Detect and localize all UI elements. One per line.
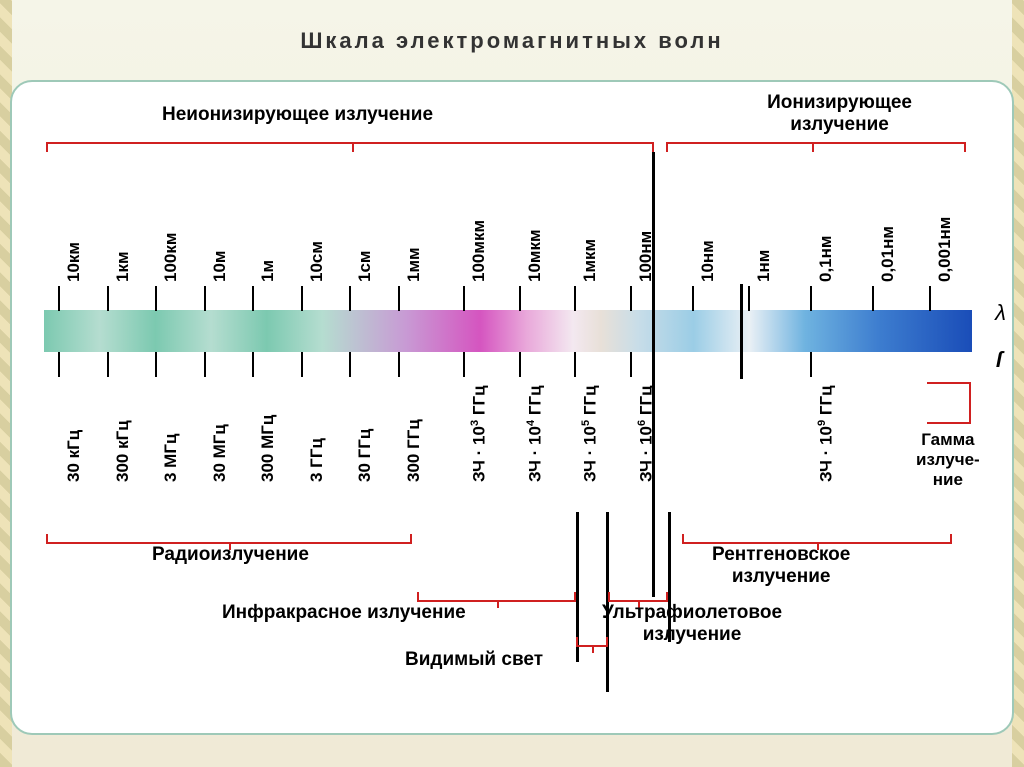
diagram-panel: Неионизирующее излучение Ионизирующее из… (10, 80, 1014, 735)
frequency-tick (252, 352, 254, 377)
region-label: Инфракрасное излучение (222, 602, 466, 624)
wavelength-label: 0,001нм (935, 217, 955, 282)
wavelength-tick (398, 286, 400, 311)
region-bracket (682, 534, 952, 544)
spectrum-bar (44, 310, 972, 352)
wavelength-label: 10мкм (525, 229, 545, 282)
wavelength-label: 1нм (754, 250, 774, 282)
gamma-label: Гамма излуче- ние (916, 430, 980, 490)
frequency-tick (301, 352, 303, 377)
region-label: Ультрафиолетовое излучение (602, 602, 782, 646)
frequency-tick (574, 352, 576, 377)
frequency-tick (810, 352, 812, 377)
wavelength-tick (58, 286, 60, 311)
wavelength-label: 100км (161, 233, 181, 282)
wavelength-label: 0,1нм (816, 236, 836, 282)
header-ionizing: Ионизирующее излучение (767, 92, 912, 136)
wavelength-tick (204, 286, 206, 311)
frequency-label: ЗЧ · 105 ГГц (580, 385, 601, 482)
frequency-tick (155, 352, 157, 377)
wavelength-label: 1мкм (580, 239, 600, 282)
wavelength-label: 10м (210, 251, 230, 283)
wavelength-tick (872, 286, 874, 311)
lambda-symbol: λ (995, 300, 1006, 326)
wavelength-label: 1м (258, 260, 278, 282)
frequency-label: ЗЧ · 109 ГГц (816, 385, 837, 482)
wavelength-tick (349, 286, 351, 311)
top-bracket (666, 142, 964, 154)
region-label: Рентгеновское излучение (712, 544, 850, 588)
wavelength-tick (463, 286, 465, 311)
region-bracket (46, 534, 412, 544)
frequency-label: ЗЧ · 103 ГГц (469, 385, 490, 482)
wavelength-tick (252, 286, 254, 311)
frequency-tick (107, 352, 109, 377)
frequency-label: 30 кГц (64, 430, 84, 482)
wavelength-label: 1мм (404, 247, 424, 282)
frequency-tick (204, 352, 206, 377)
wavelength-label: 100мкм (469, 220, 489, 282)
frequency-label: 300 ГГц (404, 419, 424, 482)
page-title: Шкала электромагнитных волн (0, 0, 1024, 54)
frequency-label: 300 МГц (258, 415, 278, 482)
frequency-label: 3 ГГц (307, 438, 327, 482)
wavelength-tick (519, 286, 521, 311)
wavelength-label: 1см (355, 251, 375, 283)
region-bracket (417, 592, 576, 602)
frequency-tick (630, 352, 632, 377)
wavelength-tick (301, 286, 303, 311)
frequency-symbol: ſ (996, 347, 1002, 373)
divider-line (740, 284, 743, 379)
frequency-tick (398, 352, 400, 377)
top-bracket (46, 142, 652, 154)
wavelength-tick (155, 286, 157, 311)
region-bracket (608, 592, 668, 602)
frequency-label: 30 ГГц (355, 429, 375, 482)
wavelength-label: 10км (64, 242, 84, 282)
region-label: Видимый свет (405, 649, 543, 671)
wavelength-tick (630, 286, 632, 311)
divider-line (652, 152, 655, 597)
frequency-label: 30 МГц (210, 424, 230, 482)
wavelength-tick (574, 286, 576, 311)
wavelength-tick (748, 286, 750, 311)
wavelength-label: 10см (307, 241, 327, 282)
wavelength-label: 1км (113, 251, 133, 282)
gamma-bracket (927, 382, 971, 424)
wavelength-tick (810, 286, 812, 311)
region-label: Радиоизлучение (152, 544, 309, 566)
frequency-tick (463, 352, 465, 377)
wavelength-tick (929, 286, 931, 311)
frequency-tick (58, 352, 60, 377)
wavelength-label: 0,01нм (878, 226, 898, 282)
frequency-tick (519, 352, 521, 377)
frequency-tick (349, 352, 351, 377)
frequency-label: ЗЧ · 104 ГГц (525, 385, 546, 482)
wavelength-tick (107, 286, 109, 311)
wavelength-label: 10нм (698, 240, 718, 282)
wavelength-tick (692, 286, 694, 311)
header-nonionizing: Неионизирующее излучение (162, 104, 433, 126)
frequency-label: 300 кГц (113, 420, 133, 482)
frequency-label: 3 МГц (161, 434, 181, 482)
